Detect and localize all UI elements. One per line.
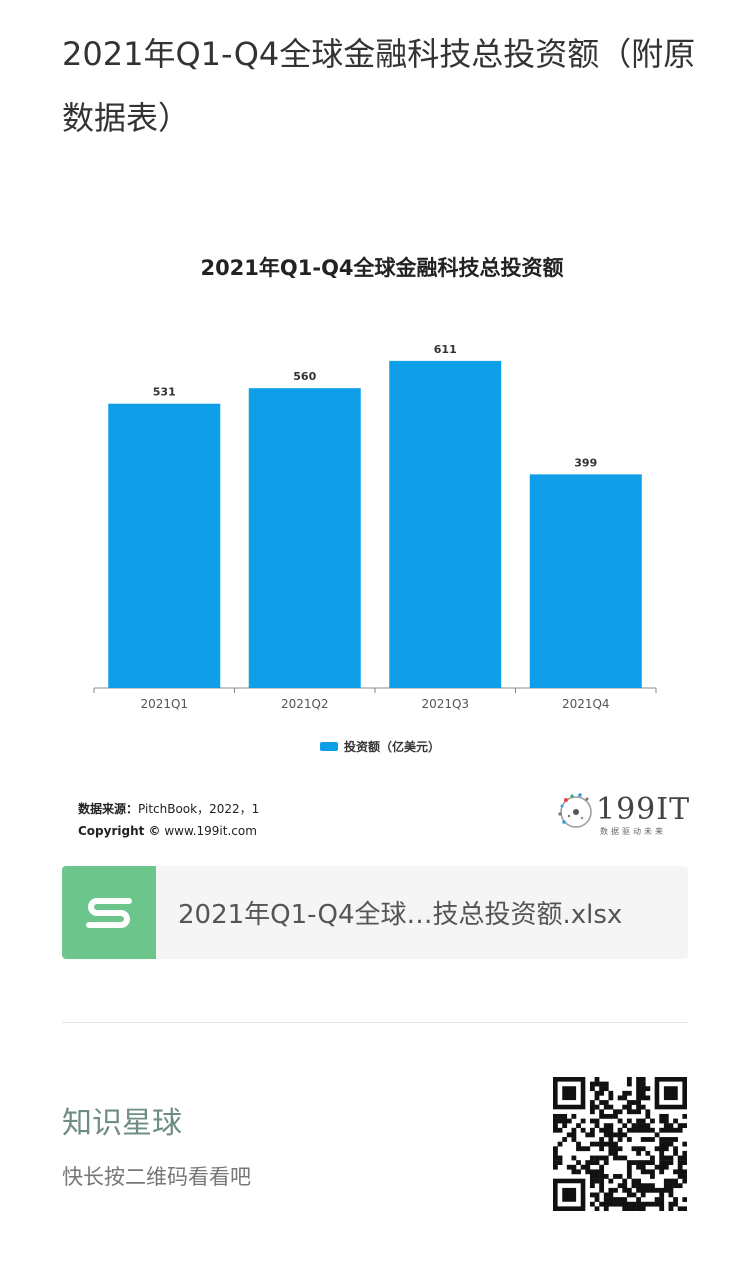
source-value: PitchBook，2022，1 <box>138 802 260 816</box>
bar-2021Q1 <box>108 403 221 688</box>
data-label-2021Q1: 531 <box>153 386 176 399</box>
logo-tagline: 数据驱动未来 <box>600 827 666 836</box>
tick-label-2021Q2: 2021Q2 <box>281 697 329 711</box>
source-label: 数据来源： <box>78 802 139 816</box>
qr-finder-outer <box>553 1178 586 1211</box>
data-label-2021Q2: 560 <box>293 370 316 383</box>
logo-text: 199IT <box>596 792 691 827</box>
legend-swatch <box>320 742 338 751</box>
tick-label-2021Q1: 2021Q1 <box>140 697 188 711</box>
data-label-2021Q4: 399 <box>574 456 597 469</box>
divider <box>62 1022 688 1023</box>
logo-199it: 199IT 数据驱动未来 <box>554 790 704 842</box>
qr-finder-inner <box>562 1086 577 1101</box>
tick-label-2021Q4: 2021Q4 <box>562 697 610 711</box>
bar-2021Q4 <box>529 474 642 688</box>
qr-hint: 快长按二维码看看吧 <box>62 1165 251 1189</box>
planet-name: 知识星球 <box>62 1106 182 1141</box>
data-label-2021Q3: 611 <box>434 343 457 356</box>
tick-label-2021Q3: 2021Q3 <box>421 697 469 711</box>
attachment-filename: 2021年Q1-Q4全球…技总投资额.xlsx <box>178 900 623 930</box>
qr-finder-outer <box>654 1077 687 1110</box>
copyright-label: Copyright © <box>78 824 161 838</box>
qr-code-icon[interactable] <box>553 1077 687 1211</box>
post-title: 2021年Q1-Q4全球金融科技总投资额（附原数据表） <box>62 35 696 137</box>
chart-image[interactable]: 2021年Q1-Q4全球金融科技总投资额 531 2021Q1 560 2021Q2 6… <box>62 230 702 850</box>
bar-chart: 531 2021Q1 560 2021Q2 611 2021Q3 399 2021Q4 <box>93 343 657 711</box>
bar-2021Q3 <box>389 360 502 688</box>
qr-finder-inner <box>562 1187 577 1202</box>
qr-finder-outer <box>553 1077 586 1110</box>
legend-label: 投资额（亿美元） <box>344 740 441 754</box>
qr-finder-inner <box>663 1086 678 1101</box>
copyright-value: www.199it.com <box>160 824 257 838</box>
chart-source: 数据来源：PitchBook，2022，1 Copyright © www.19… <box>78 798 259 842</box>
chart-title: 2021年Q1-Q4全球金融科技总投资额 <box>200 256 564 280</box>
bar-2021Q2 <box>248 388 361 688</box>
chart-legend: 投资额（亿美元） <box>320 738 440 755</box>
attachment-card[interactable]: 2021年Q1-Q4全球…技总投资额.xlsx <box>62 866 688 959</box>
spreadsheet-s-icon <box>62 866 156 959</box>
logo-dots-icon <box>558 793 592 828</box>
